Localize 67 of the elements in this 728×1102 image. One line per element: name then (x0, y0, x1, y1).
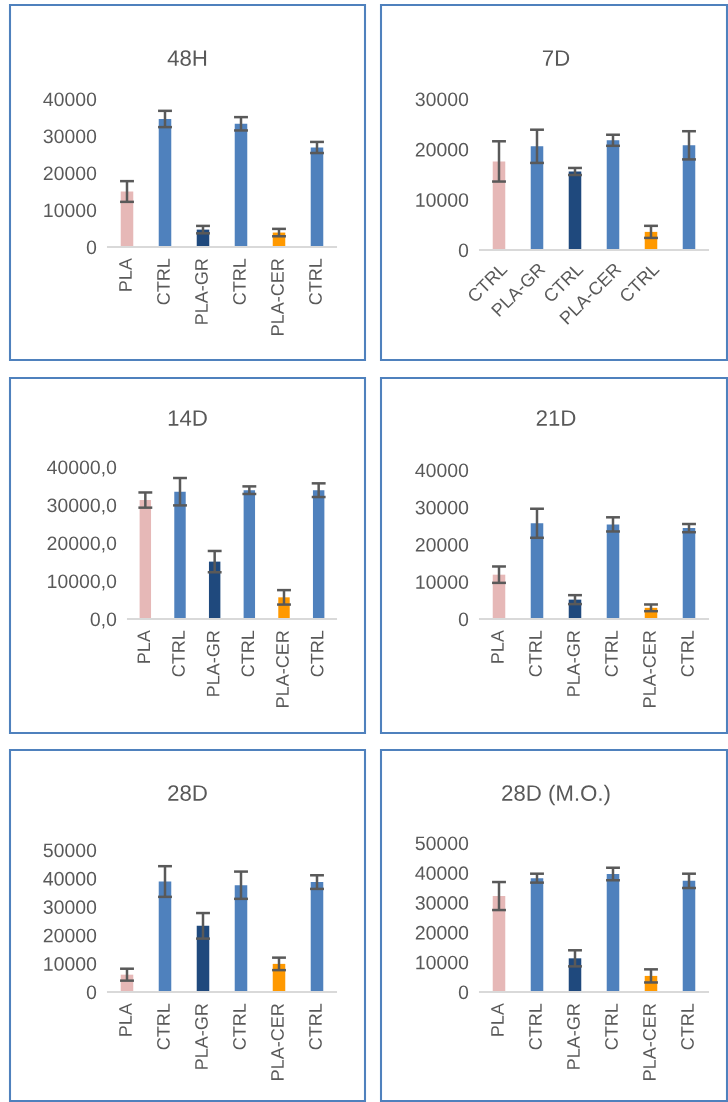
x-tick-label: CTRL (157, 258, 170, 305)
x-tick-label: PLA-CER (643, 1003, 656, 1080)
x-tick-label: PLA-CER (276, 630, 289, 707)
y-tick-label: 0 (458, 612, 469, 627)
x-tick-label: PLA-GR (195, 1003, 208, 1069)
x-tick-label: CTRL (310, 630, 324, 677)
x-tick-label: PLA-GR (567, 630, 580, 696)
x-tick-label: CTRL (233, 1003, 246, 1050)
y-tick-label: 10000 (416, 955, 469, 970)
y-tick-label: 0 (86, 985, 97, 1000)
y-tick-label: 40000 (415, 866, 469, 881)
y-tick-label: 40000 (43, 92, 97, 107)
y-tick-label: 20000 (43, 166, 97, 181)
y-tick-label: 20000 (415, 925, 469, 940)
y-tick-label: 10000 (416, 193, 469, 207)
x-tick-label: PLA-GR (567, 1003, 580, 1069)
x-tick-label: CTRL (529, 630, 542, 677)
x-tick-label: CTRL (605, 630, 618, 677)
y-tick-label: 50000 (43, 843, 97, 858)
y-tick-label: 20000 (43, 928, 97, 943)
x-tick-label: CTRL (605, 1003, 618, 1050)
y-tick-label: 30000 (415, 92, 469, 107)
x-tick-label: PLA-GR (195, 258, 208, 324)
x-tick-label: CTRL (172, 630, 185, 677)
y-tick-label: 40000 (43, 871, 97, 886)
chart-title: 7D (542, 50, 570, 66)
x-tick-label: PLA-GR (206, 630, 220, 696)
chart-title: 48H (167, 50, 207, 66)
x-tick-label: CTRL (681, 630, 694, 677)
y-tick-label: 0 (458, 985, 469, 1000)
x-tick-label: PLA (491, 630, 504, 663)
y-tick-label: 0,0 (90, 612, 117, 629)
x-tick-label: PLA (491, 1003, 504, 1036)
x-tick-label: PLA (119, 258, 132, 291)
chart-title: 28D (M.O.) (502, 784, 610, 806)
x-tick-label: CTRL (529, 1003, 542, 1050)
y-tick-label: 0 (86, 240, 97, 255)
x-tick-label: PLA (137, 630, 150, 663)
x-tick-label: CTRL (233, 258, 246, 305)
y-tick-label: 20000 (415, 142, 469, 157)
y-tick-label: 0 (458, 243, 469, 258)
y-tick-label: 30000,0 (47, 498, 117, 515)
y-tick-label: 10000 (44, 957, 97, 971)
x-tick-label: PLA-CER (271, 258, 284, 335)
y-tick-label: 10000 (416, 575, 469, 589)
y-tick-label: 10000,0 (48, 574, 117, 591)
y-tick-label: 30000 (43, 129, 97, 144)
x-tick-label: PLA (119, 1003, 132, 1036)
y-tick-label: 40000 (415, 463, 469, 478)
x-tick-label: CTRL (157, 1003, 170, 1050)
y-tick-label: 40000,0 (47, 460, 117, 477)
x-tick-label: CTRL (309, 1003, 322, 1050)
x-tick-label: PLA-CER (643, 630, 656, 707)
y-tick-label: 30000 (415, 500, 469, 515)
chart-title: 14D (168, 410, 207, 426)
x-tick-label: CTRL (681, 1003, 694, 1050)
chart-title: 28D (168, 785, 207, 801)
x-tick-label: PLA-CER (271, 1003, 284, 1080)
y-tick-label: 10000 (44, 203, 97, 218)
y-tick-label: 30000 (415, 896, 469, 910)
chart-title: 21D (536, 410, 576, 426)
x-tick-label: CTRL (309, 258, 322, 305)
y-tick-label: 30000 (43, 900, 97, 915)
y-tick-label: 20000 (415, 537, 469, 552)
y-tick-label: 50000 (415, 836, 469, 851)
x-tick-label: CTRL (241, 630, 255, 677)
y-tick-label: 20000,0 (47, 536, 117, 553)
